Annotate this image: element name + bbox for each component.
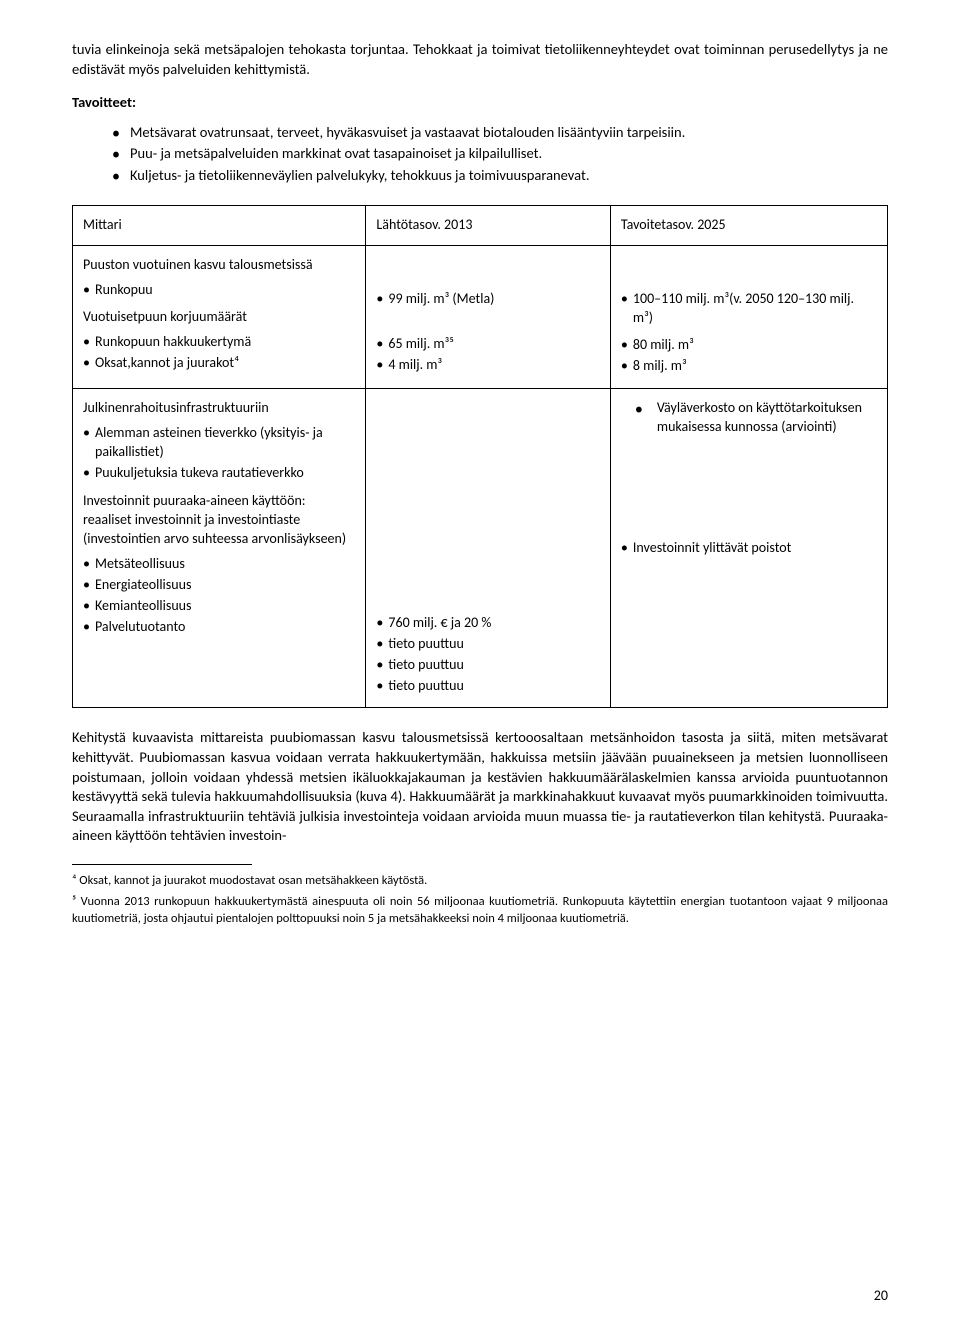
cell-lahtotaso-1: 99 milj. m³ (Metla) 65 milj. m³⁵ 4 milj.…	[366, 246, 611, 389]
cell-list: Investoinnit ylittävät poistot	[621, 539, 877, 558]
table-row: Puuston vuotuinen kasvu talousmetsissä R…	[73, 246, 888, 389]
cell-lahtotaso-2: 760 milj. € ja 20 % tieto puuttuu tieto …	[366, 388, 611, 708]
cell-item: 4 milj. m³	[376, 356, 600, 375]
cell-item: Oksat,kannot ja juurakot⁴	[83, 354, 355, 373]
cell-item: tieto puuttuu	[376, 677, 600, 696]
cell-tavoitetaso-2: Väyläverkosto on käyttötarkoituksen muka…	[610, 388, 887, 708]
cell-list: Runkopuu	[83, 281, 355, 300]
cell-text: Investoinnit puuraaka-aineen käyttöön: r…	[83, 492, 355, 549]
cell-item: Metsäteollisuus	[83, 555, 355, 574]
cell-text: Puuston vuotuinen kasvu talousmetsissä	[83, 256, 355, 275]
footnote-separator	[72, 864, 252, 865]
cell-mittari-2: Julkinenrahoitusinfrastruktuuriin Alemma…	[73, 388, 366, 708]
cell-item: Energiateollisuus	[83, 576, 355, 595]
cell-item: Runkopuu	[83, 281, 355, 300]
cell-item: Alemman asteinen tieverkko (yksityis- ja…	[83, 424, 355, 462]
goals-item: Metsävarat ovatrunsaat, terveet, hyväkas…	[112, 123, 888, 143]
table-row: Julkinenrahoitusinfrastruktuuriin Alemma…	[73, 388, 888, 708]
goals-list: Metsävarat ovatrunsaat, terveet, hyväkas…	[72, 123, 888, 186]
cell-item: 760 milj. € ja 20 %	[376, 614, 600, 633]
cell-list: Väyläverkosto on käyttötarkoituksen muka…	[621, 399, 877, 437]
cell-list: Metsäteollisuus Energiateollisuus Kemian…	[83, 555, 355, 637]
cell-item: 80 milj. m³	[621, 336, 877, 355]
header-tavoitetaso: Tavoitetasov. 2025	[610, 206, 887, 246]
cell-item: 65 milj. m³⁵	[376, 335, 600, 354]
cell-list: Runkopuun hakkuukertymä Oksat,kannot ja …	[83, 333, 355, 373]
footnote-5: ⁵ Vuonna 2013 runkopuun hakkuukertymästä…	[72, 894, 888, 928]
cell-item: Palvelutuotanto	[83, 618, 355, 637]
goals-item: Kuljetus- ja tietoliikenneväylien palvel…	[112, 166, 888, 186]
cell-text: Julkinenrahoitusinfrastruktuuriin	[83, 399, 355, 418]
cell-tavoitetaso-1: 100–110 milj. m³(v. 2050 120–130 milj. m…	[610, 246, 887, 389]
cell-list: 65 milj. m³⁵ 4 milj. m³	[376, 335, 600, 375]
cell-item: Väyläverkosto on käyttötarkoituksen muka…	[635, 399, 877, 437]
header-lahtotaso: Lähtötasov. 2013	[366, 206, 611, 246]
cell-item: 100–110 milj. m³(v. 2050 120–130 milj. m…	[621, 290, 877, 328]
cell-list: 99 milj. m³ (Metla)	[376, 290, 600, 309]
cell-list: 80 milj. m³ 8 milj. m³	[621, 336, 877, 376]
footnote-4: ⁴ Oksat, kannot ja juurakot muodostavat …	[72, 873, 888, 890]
cell-item: tieto puuttuu	[376, 656, 600, 675]
goals-heading: Tavoitteet:	[72, 93, 888, 113]
cell-item: 8 milj. m³	[621, 357, 877, 376]
cell-list: 100–110 milj. m³(v. 2050 120–130 milj. m…	[621, 290, 877, 328]
cell-list: 760 milj. € ja 20 % tieto puuttuu tieto …	[376, 614, 600, 696]
cell-item: Kemianteollisuus	[83, 597, 355, 616]
goals-item: Puu- ja metsäpalveluiden markkinat ovat …	[112, 144, 888, 164]
cell-mittari-1: Puuston vuotuinen kasvu talousmetsissä R…	[73, 246, 366, 389]
header-mittari: Mittari	[73, 206, 366, 246]
cell-item: Investoinnit ylittävät poistot	[621, 539, 877, 558]
cell-item: Runkopuun hakkuukertymä	[83, 333, 355, 352]
page-number: 20	[874, 1287, 888, 1306]
cell-list: Alemman asteinen tieverkko (yksityis- ja…	[83, 424, 355, 483]
cell-item: Puukuljetuksia tukeva rautatieverkko	[83, 464, 355, 483]
intro-paragraph: tuvia elinkeinoja sekä metsäpalojen teho…	[72, 40, 888, 79]
cell-item: tieto puuttuu	[376, 635, 600, 654]
table-header-row: Mittari Lähtötasov. 2013 Tavoitetasov. 2…	[73, 206, 888, 246]
cell-text: Vuotuisetpuun korjuumäärät	[83, 308, 355, 327]
metrics-table: Mittari Lähtötasov. 2013 Tavoitetasov. 2…	[72, 205, 888, 708]
closing-paragraph: Kehitystä kuvaavista mittareista puubiom…	[72, 728, 888, 845]
cell-item: 99 milj. m³ (Metla)	[376, 290, 600, 309]
